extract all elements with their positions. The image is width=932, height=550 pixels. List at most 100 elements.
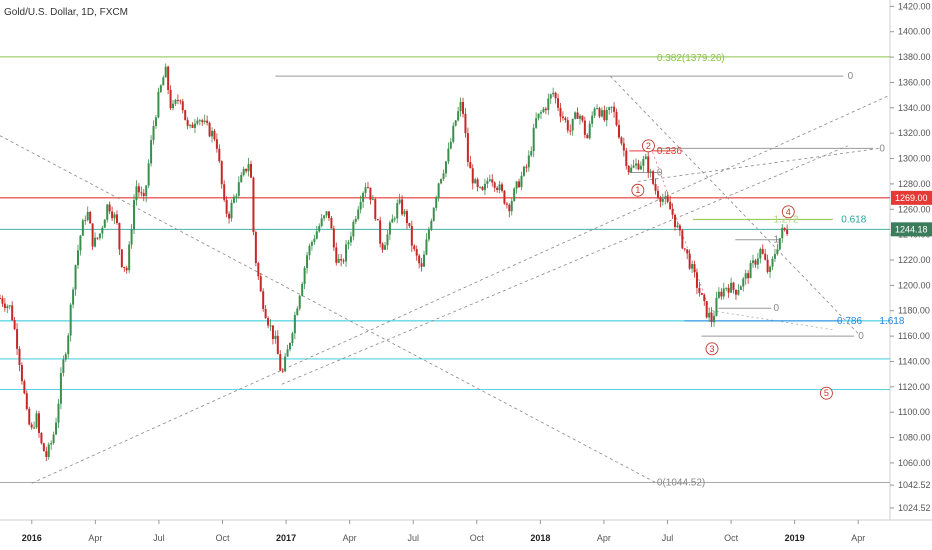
candle-body [120, 249, 123, 267]
candle-body [717, 291, 720, 298]
candle-body [159, 85, 162, 92]
y-tick-label: 1260.00 [898, 204, 931, 214]
candle-body [242, 168, 245, 175]
x-tick-label: Jul [153, 533, 165, 543]
candle-body [366, 187, 369, 189]
candle-body [325, 211, 328, 216]
candle-body [639, 165, 642, 170]
candle-body [542, 108, 545, 113]
candle-body [345, 244, 348, 262]
candle-body [669, 201, 672, 210]
candle-body [710, 312, 713, 323]
candle-body [615, 111, 618, 126]
candle-body [306, 255, 309, 268]
candle-body [452, 125, 455, 142]
candle-body [449, 141, 452, 149]
candle-body [179, 100, 182, 102]
candle-body [223, 184, 226, 200]
candle-body [700, 292, 703, 295]
candle-body [371, 199, 374, 201]
candle-body [522, 166, 525, 176]
candle-body [118, 223, 121, 250]
candle-body [47, 444, 50, 458]
y-tick-label: 1420.00 [898, 1, 931, 11]
y-tick-label: 1100.00 [898, 407, 930, 417]
candle-body [342, 260, 345, 262]
candle-body [739, 286, 742, 291]
candle-body [549, 94, 552, 99]
candle-body [476, 179, 479, 188]
candle-body [425, 239, 428, 255]
candle-body [632, 165, 635, 168]
y-tick-label: 1024.52 [898, 503, 931, 513]
candle-body [683, 248, 686, 250]
candle-body [106, 204, 109, 220]
candle-body [3, 303, 6, 309]
wave-label: 1 [635, 185, 640, 195]
candle-body [96, 237, 99, 239]
candle-body [483, 183, 486, 190]
candle-body [708, 312, 711, 318]
candle-body [676, 225, 679, 228]
candle-body [437, 183, 440, 198]
candle-body [150, 140, 153, 164]
candle-body [245, 168, 248, 172]
x-tick-label: Jul [662, 533, 674, 543]
candle-body [781, 227, 784, 239]
candle-body [659, 197, 662, 202]
candle-body [691, 264, 694, 269]
candle-body [0, 298, 1, 300]
candle-body [288, 343, 291, 350]
candle-body [354, 218, 357, 222]
candle-body [715, 297, 718, 316]
x-tick-label: Jul [407, 533, 419, 543]
candle-body [625, 150, 628, 166]
fib-level-label: 0 [879, 143, 885, 154]
candle-body [608, 107, 611, 111]
candle-body [271, 325, 274, 340]
y-tick-label: 1300.00 [898, 154, 931, 164]
candle-body [786, 229, 789, 235]
candle-body [447, 148, 450, 162]
y-tick-label: 1320.00 [898, 128, 931, 138]
candle-body [769, 266, 772, 272]
candle-body [1, 298, 4, 304]
candle-body [13, 320, 16, 330]
candle-body [162, 77, 165, 86]
candle-body [52, 434, 55, 444]
candle-body [130, 229, 133, 245]
candle-body [622, 143, 625, 151]
candle-body [481, 186, 484, 190]
candle-body [349, 236, 352, 243]
candle-body [678, 225, 681, 231]
candle-body [566, 120, 569, 131]
y-tick-label: 1200.00 [898, 280, 931, 290]
candle-body [76, 250, 79, 266]
candle-body [347, 242, 350, 245]
candle-body [393, 218, 396, 220]
candle-body [128, 244, 131, 271]
candle-body [281, 370, 284, 372]
price-tag-red [891, 190, 932, 205]
candle-body [457, 111, 460, 121]
y-tick-label: 1140.00 [898, 356, 930, 366]
wave-label: 4 [786, 207, 791, 217]
candle-body [145, 185, 148, 196]
candle-body [518, 181, 521, 188]
candle-body [269, 325, 272, 327]
candle-body [466, 133, 469, 162]
y-tick-label: 1220.00 [898, 255, 931, 265]
candle-body [91, 223, 94, 247]
wave-line [652, 152, 713, 316]
candle-body [211, 130, 214, 137]
candle-body [617, 125, 620, 138]
candle-body [364, 187, 367, 193]
y-tick-label: 1042.52 [898, 480, 931, 490]
candle-body [332, 228, 335, 248]
candle-body [115, 214, 118, 224]
candle-body [330, 218, 333, 229]
candle-body [327, 211, 330, 219]
candle-body [189, 124, 192, 126]
downtrend-line-2018 [609, 75, 859, 334]
